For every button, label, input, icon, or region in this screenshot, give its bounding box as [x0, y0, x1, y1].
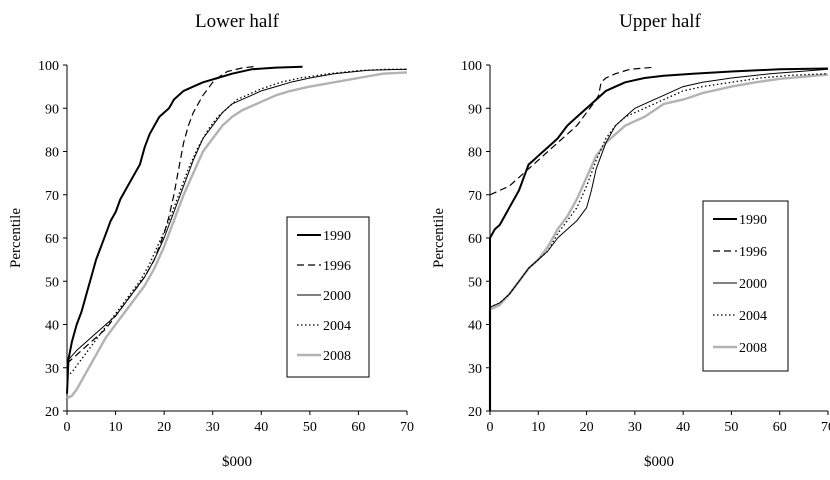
series-line-2004: [66, 68, 407, 377]
x-tick-label: 20: [157, 420, 171, 435]
series-line-2004: [489, 73, 829, 308]
legend-label-1996: 1996: [323, 259, 351, 274]
series-line-1990: [489, 67, 829, 411]
y-tick-label: 80: [45, 146, 59, 161]
legend-label-2000: 2000: [323, 289, 351, 304]
series-line-1990: [66, 65, 303, 394]
x-tick-label: 30: [628, 420, 642, 435]
legend: 1990 1996 2000 2004 2008: [286, 216, 370, 378]
y-tick-label: 40: [468, 319, 482, 334]
series-line-2000: [66, 68, 408, 362]
x-tick-label: 60: [773, 420, 787, 435]
x-axis-label: $000: [222, 454, 252, 470]
chart-title: Upper half: [619, 11, 701, 32]
y-axis-label: Percentile: [8, 208, 24, 268]
legend: 1990 1996 2000 2004 2008: [702, 200, 789, 372]
x-tick-label: 30: [206, 420, 220, 435]
x-tick-label: 60: [351, 420, 365, 435]
y-tick-label: 30: [45, 362, 59, 377]
legend-label-2000: 2000: [739, 277, 767, 292]
y-tick-label: 60: [468, 232, 482, 247]
x-axis-label: $000: [644, 454, 674, 470]
y-tick-label: 70: [45, 189, 59, 204]
y-tick-label: 30: [468, 362, 482, 377]
series-line-2008: [66, 71, 408, 400]
x-tick-label: 70: [400, 420, 414, 435]
y-tick-label: 40: [45, 319, 59, 334]
x-tick-label: 10: [531, 420, 545, 435]
y-tick-label: 70: [468, 189, 482, 204]
legend-box: [702, 200, 789, 372]
y-tick-label: 100: [38, 59, 59, 74]
y-tick-label: 50: [45, 275, 59, 290]
y-tick-label: 90: [45, 102, 59, 117]
x-tick-label: 50: [724, 420, 738, 435]
y-tick-label: 90: [468, 102, 482, 117]
x-tick-label: 70: [821, 420, 830, 435]
x-tick-label: 0: [487, 420, 494, 435]
y-tick-label: 20: [468, 405, 482, 420]
legend-label-1990: 1990: [739, 213, 767, 228]
y-tick-label: 80: [468, 146, 482, 161]
y-tick-label: 20: [45, 405, 59, 420]
legend-label-2004: 2004: [323, 319, 351, 334]
series-line-1996: [489, 66, 655, 196]
legend-label-2008: 2008: [323, 349, 351, 364]
x-tick-label: 40: [254, 420, 268, 435]
series-line-2000: [489, 68, 829, 308]
x-tick-label: 50: [303, 420, 317, 435]
legend-box: [286, 216, 370, 378]
legend-label-2008: 2008: [739, 341, 767, 356]
chart-title: Lower half: [195, 11, 280, 32]
x-tick-label: 40: [676, 420, 690, 435]
legend-label-1990: 1990: [323, 229, 351, 244]
y-axis-label: Percentile: [431, 208, 447, 268]
legend-label-2004: 2004: [739, 309, 767, 324]
legend-label-1996: 1996: [739, 245, 767, 260]
series-line-1996: [66, 65, 257, 364]
y-tick-label: 50: [468, 275, 482, 290]
chart-panel-2: Upper half 20 30 40 50 60 70 80 90 100 0 10 20 30 40 50…: [431, 11, 830, 470]
x-tick-label: 0: [64, 420, 71, 435]
chart-panel-1: Lower half 20 30 40 50 60 70 80 90 100 0 10 20 30 40 50…: [8, 11, 414, 470]
y-tick-label: 100: [461, 59, 482, 74]
y-tick-label: 60: [45, 232, 59, 247]
x-tick-label: 20: [580, 420, 594, 435]
x-tick-label: 10: [109, 420, 123, 435]
